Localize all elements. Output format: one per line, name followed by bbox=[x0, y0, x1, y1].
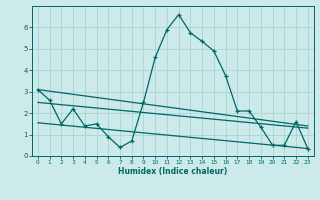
X-axis label: Humidex (Indice chaleur): Humidex (Indice chaleur) bbox=[118, 167, 228, 176]
